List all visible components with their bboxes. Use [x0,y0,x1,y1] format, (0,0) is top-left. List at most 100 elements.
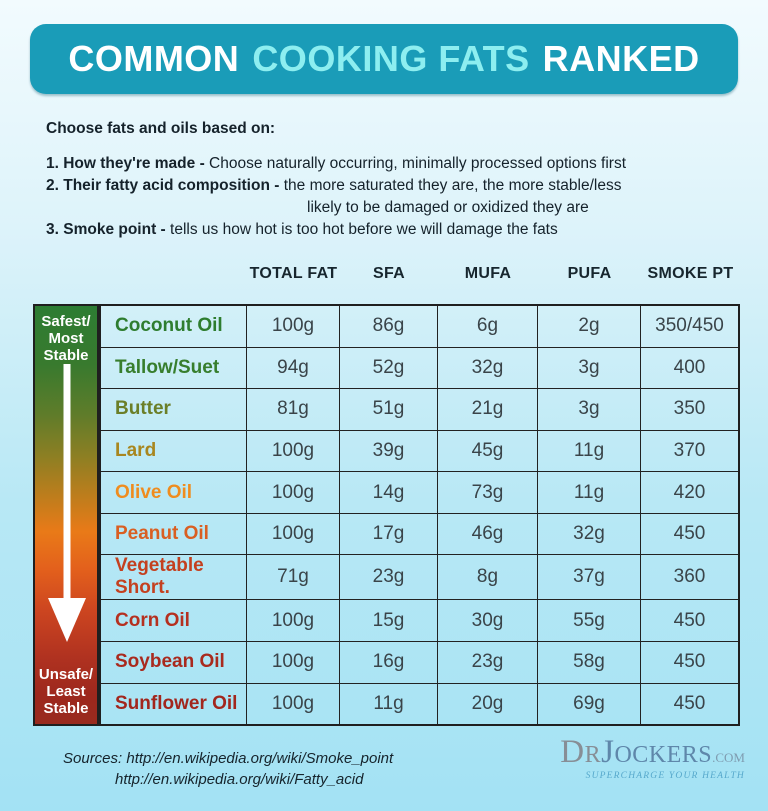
down-arrow-icon [48,364,86,642]
smoke-pt-cell: 350/450 [655,315,724,337]
intro-item-3-text: tells us how hot is too hot before we wi… [170,221,558,238]
mufa-cell: 20g [438,683,538,725]
smoke-pt-cell: 350 [673,398,706,420]
table-row: Peanut Oil 100g 17g 46g 32g 450 [101,513,738,556]
fat-name-cell: Soybean Oil [101,641,247,683]
table-row: Vegetable Short. 71g 23g 8g 37g 360 [101,555,738,601]
smoke-pt-cell: 400 [673,356,706,378]
fat-name-cell: Tallow/Suet [101,347,247,389]
column-header-mufa: MUFA [464,265,512,282]
fat-name-cell: Lard [101,430,247,472]
intro-section: Choose fats and oils based on: 1. How th… [46,118,734,241]
intro-item-2-continuation: likely to be damaged or oxidized they ar… [307,199,589,216]
pufa-cell: 37g [538,555,641,600]
title-part-ranked: RANKED [542,38,700,79]
intro-item-1-lead: 1. How they're made - [46,155,205,172]
table-row: Olive Oil 100g 14g 73g 11g 420 [101,472,738,514]
mufa-cell: 23g [438,641,538,683]
logo-tagline: SUPERCHARGE YOUR HEALTH [585,771,745,781]
safety-scale-bar: Safest/ Most Stable Unsafe/ Least Stable [33,304,99,726]
total-fat-cell: 81g [247,389,340,430]
fat-name-cell: Corn Oil [101,600,247,641]
intro-item-2: 2. Their fatty acid composition - the mo… [46,175,734,197]
table-column-headers: TOTAL FAT SFA MUFA PUFA SMOKE PT [99,246,740,302]
mufa-cell: 8g [438,555,538,600]
title-part-common: COMMON [68,38,240,79]
mufa-cell: 45g [438,430,538,472]
fat-name-cell: Butter [101,389,247,430]
intro-item-3: 3. Smoke point - tells us how hot is too… [46,219,734,241]
sfa-cell: 16g [340,641,438,683]
intro-heading: Choose fats and oils based on: [46,120,276,137]
pufa-cell: 11g [538,472,641,513]
scale-label-safest-line2: Most [48,330,84,347]
column-header-smoke-pt: SMOKE PT [647,265,734,282]
pufa-cell: 69g [538,683,641,725]
pufa-cell: 3g [538,347,641,389]
fat-name-cell: Olive Oil [101,472,247,513]
intro-item-1-text: Choose naturally occurring, minimally pr… [209,155,627,172]
fat-name-cell: Sunflower Oil [101,683,247,725]
table-row: Tallow/Suet 94g 52g 32g 3g 400 [101,347,738,390]
pufa-cell: 3g [538,389,641,430]
scale-label-safest-line3: Stable [43,347,89,364]
mufa-cell: 6g [438,306,538,347]
total-fat-cell: 100g [247,472,340,513]
sfa-cell: 17g [340,513,438,555]
title-banner: COMMON COOKING FATS RANKED [30,24,738,94]
pufa-cell: 11g [538,430,641,472]
scale-label-unsafe-line2: Least [46,683,86,700]
sources-block: Sources: http://en.wikipedia.org/wiki/Sm… [63,748,393,790]
sfa-cell: 14g [340,472,438,513]
intro-item-2-text: the more saturated they are, the more st… [283,177,622,194]
fat-table-body: Coconut Oil 100g 86g 6g 2g 350/450 Tallo… [99,304,740,726]
total-fat-cell: 100g [247,683,340,725]
intro-item-3-lead: 3. Smoke point - [46,221,166,238]
drjockers-logo-wordmark: DRJOCKERS.COM [560,736,745,769]
total-fat-cell: 100g [247,306,340,347]
mufa-cell: 32g [438,347,538,389]
scale-label-unsafe-line3: Stable [43,700,89,717]
smoke-pt-cell: 360 [673,566,706,588]
sfa-cell: 86g [340,306,438,347]
sfa-cell: 15g [340,600,438,641]
mufa-cell: 21g [438,389,538,430]
scale-label-safest-line1: Safest/ [41,313,91,330]
total-fat-cell: 71g [247,555,340,600]
total-fat-cell: 100g [247,513,340,555]
sfa-cell: 52g [340,347,438,389]
fat-name-cell: Coconut Oil [101,306,247,347]
intro-item-1: 1. How they're made - Choose naturally o… [46,153,734,175]
smoke-pt-cell: 450 [673,692,706,714]
pufa-cell: 2g [538,306,641,347]
fat-name-cell: Peanut Oil [101,513,247,555]
smoke-pt-cell: 420 [673,481,706,503]
total-fat-cell: 94g [247,347,340,389]
pufa-cell: 58g [538,641,641,683]
mufa-cell: 46g [438,513,538,555]
pufa-cell: 32g [538,513,641,555]
table-row: Sunflower Oil 100g 11g 20g 69g 450 [101,683,738,725]
logo-tld-text: .COM [712,750,745,765]
source-link-smoke-point[interactable]: Sources: http://en.wikipedia.org/wiki/Sm… [63,750,394,767]
column-header-pufa: PUFA [567,265,612,282]
logo-jockers-text: JOCKERS [601,734,713,770]
intro-item-2-lead: 2. Their fatty acid composition - [46,177,280,194]
mufa-cell: 73g [438,472,538,513]
smoke-pt-cell: 450 [673,523,706,545]
pufa-cell: 55g [538,600,641,641]
drjockers-logo[interactable]: DRJOCKERS.COM SUPERCHARGE YOUR HEALTH [560,736,745,782]
sfa-cell: 23g [340,555,438,600]
scale-label-unsafe: Unsafe/ Least Stable [35,666,97,717]
smoke-pt-cell: 370 [673,439,706,461]
source-link-fatty-acid[interactable]: http://en.wikipedia.org/wiki/Fatty_acid [115,771,364,788]
table-row: Soybean Oil 100g 16g 23g 58g 450 [101,641,738,684]
total-fat-cell: 100g [247,430,340,472]
column-header-sfa: SFA [372,265,406,282]
smoke-pt-cell: 450 [673,609,706,631]
column-header-total-fat: TOTAL FAT [249,265,338,282]
total-fat-cell: 100g [247,600,340,641]
table-row: Butter 81g 51g 21g 3g 350 [101,389,738,431]
sfa-cell: 51g [340,389,438,430]
total-fat-cell: 100g [247,641,340,683]
